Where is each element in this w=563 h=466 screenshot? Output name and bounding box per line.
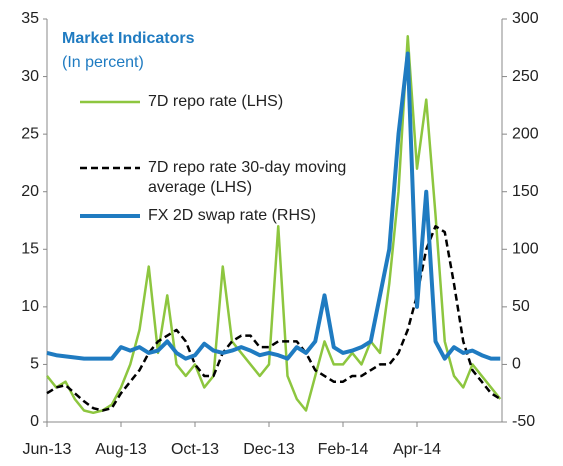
x-tick-label: Oct-13 — [171, 441, 219, 458]
y2-tick-label: 250 — [512, 68, 539, 85]
x-tick-label: Aug-13 — [95, 441, 147, 458]
y2-tick-label: 0 — [512, 356, 521, 373]
chart-subtitle: (In percent) — [62, 54, 144, 71]
y-tick-label: 35 — [21, 10, 39, 27]
y2-tick-label: 200 — [512, 125, 539, 142]
y2-tick-label: 300 — [512, 10, 539, 27]
series-line — [46, 51, 501, 361]
series-line — [46, 225, 501, 412]
y-tick-label: 0 — [30, 413, 39, 430]
x-tick-label: Dec-13 — [243, 441, 295, 458]
legend-label: 7D repo rate 30-day moving average (LHS) — [148, 159, 347, 196]
series-line — [46, 35, 502, 415]
y-tick-label: 20 — [21, 183, 39, 200]
x-tick-label: Apr-14 — [393, 441, 441, 458]
y-tick-label: 5 — [30, 356, 39, 373]
y2-tick-label: 50 — [512, 298, 530, 315]
y-tick-label: 25 — [21, 125, 39, 142]
y2-tick-label: 150 — [512, 183, 539, 200]
y2-tick-label: -50 — [512, 413, 535, 430]
x-tick-label: Feb-14 — [318, 441, 369, 458]
chart-title: Market Indicators — [62, 30, 195, 47]
y-tick-label: 15 — [21, 241, 39, 258]
legend-label: 7D repo rate (LHS) — [148, 93, 284, 110]
y-tick-label: 30 — [21, 68, 39, 85]
x-tick-label: Jun-13 — [23, 441, 72, 458]
y-tick-label: 10 — [21, 298, 39, 315]
legend-label: FX 2D swap rate (RHS) — [148, 207, 317, 224]
y2-tick-label: 100 — [512, 241, 539, 258]
